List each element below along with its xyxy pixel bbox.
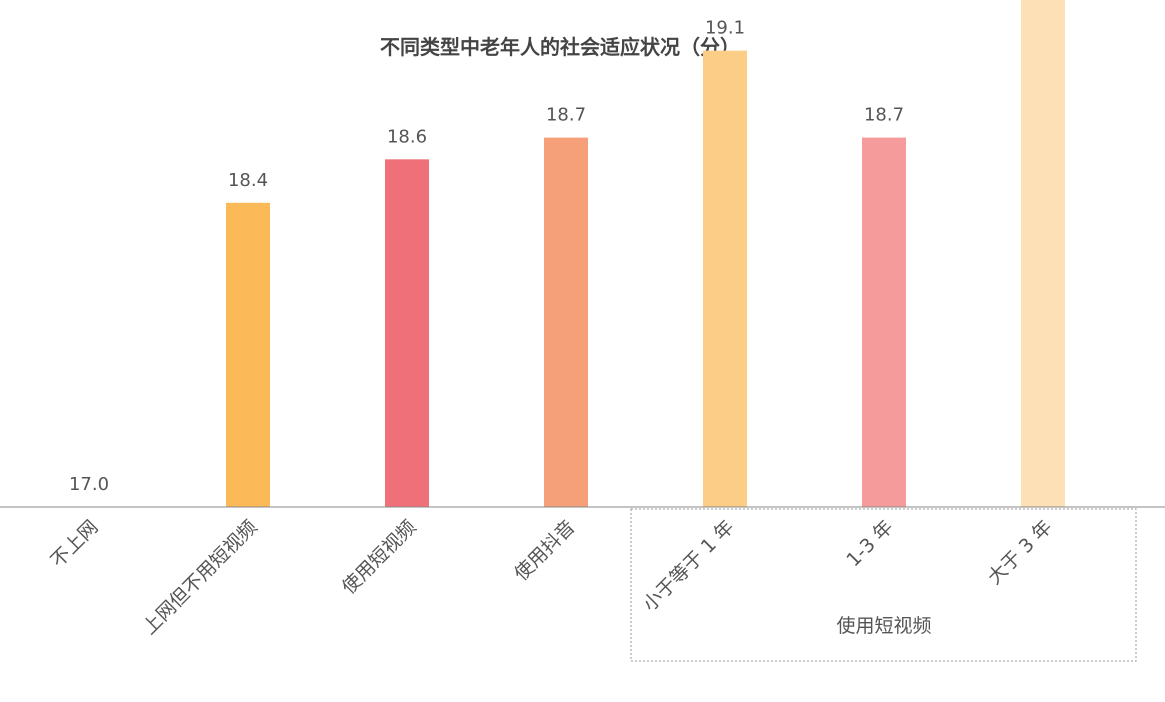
value-label-2: 18.4 <box>228 170 268 191</box>
bar-5 <box>703 50 747 508</box>
category-label-7: 大于 3 年 <box>984 516 1057 589</box>
bars-layer <box>226 0 1065 508</box>
category-label-1: 不上网 <box>47 516 103 572</box>
category-label-6: 1-3 年 <box>842 516 897 571</box>
category-label-5: 小于等于 1 年 <box>639 516 739 616</box>
value-label-3: 18.6 <box>387 126 427 147</box>
value-label-1: 17.0 <box>69 474 109 495</box>
category-label-2: 上网但不用短视频 <box>138 516 261 639</box>
bar-7 <box>1021 0 1065 507</box>
bar-6 <box>862 137 906 507</box>
chart-title: 不同类型中老年人的社会适应状况（分） <box>380 35 740 59</box>
value-label-4: 18.7 <box>546 105 586 126</box>
group-label: 使用短视频 <box>836 615 931 637</box>
group-bracket <box>630 508 1137 662</box>
category-label-4: 使用抖音 <box>510 516 579 585</box>
value-labels-layer: 17.018.418.618.719.118.719.8 <box>69 18 904 495</box>
bar-3 <box>385 159 429 507</box>
bar-2 <box>226 202 270 507</box>
category-label-3: 使用短视频 <box>338 516 421 599</box>
bar-4 <box>544 137 588 507</box>
value-label-5: 19.1 <box>705 18 745 39</box>
value-label-6: 18.7 <box>864 105 904 126</box>
